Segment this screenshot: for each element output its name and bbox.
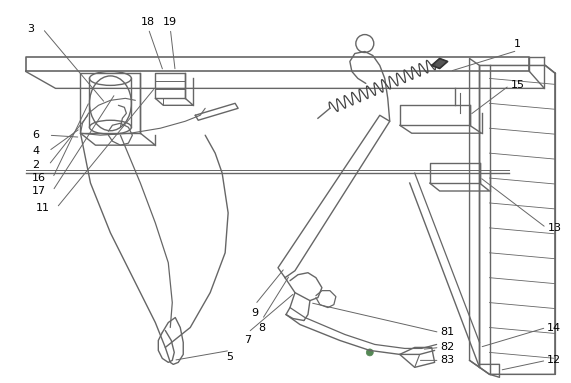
Text: 14: 14 [547, 322, 561, 332]
Circle shape [367, 349, 373, 356]
Text: 4: 4 [32, 146, 39, 156]
Text: 3: 3 [27, 24, 34, 34]
Polygon shape [432, 59, 448, 69]
Text: 83: 83 [441, 355, 455, 365]
Text: 19: 19 [163, 16, 178, 26]
Text: 8: 8 [259, 322, 266, 332]
Text: 7: 7 [244, 336, 252, 345]
Text: 82: 82 [440, 342, 455, 352]
Text: 18: 18 [141, 16, 155, 26]
Text: 1: 1 [514, 39, 521, 49]
Text: 6: 6 [32, 130, 39, 140]
Text: 16: 16 [31, 173, 46, 183]
Text: 12: 12 [547, 355, 561, 365]
Text: 2: 2 [32, 160, 39, 170]
Text: 9: 9 [251, 308, 259, 318]
Text: 17: 17 [31, 186, 46, 196]
Text: 81: 81 [441, 327, 455, 337]
Text: 5: 5 [227, 352, 234, 362]
Text: 15: 15 [510, 80, 524, 90]
Text: 11: 11 [35, 203, 50, 213]
Text: 13: 13 [548, 223, 561, 233]
